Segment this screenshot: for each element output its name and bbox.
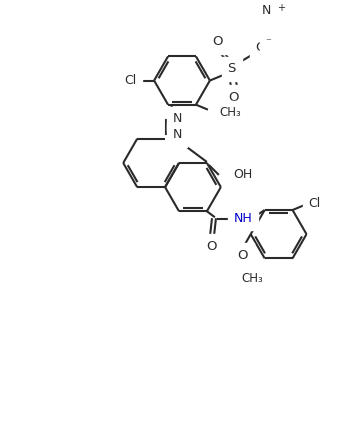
Text: N: N (172, 112, 182, 125)
Text: O: O (238, 248, 248, 262)
Text: CH₃: CH₃ (220, 106, 242, 119)
Text: ⁻: ⁻ (266, 38, 271, 48)
Text: N: N (172, 128, 182, 141)
Text: Cl: Cl (309, 197, 321, 210)
Text: O: O (213, 35, 223, 48)
Text: Cl: Cl (124, 74, 136, 87)
Text: +: + (276, 3, 285, 13)
Text: S: S (228, 62, 236, 75)
Text: O: O (207, 240, 217, 253)
Text: CH₃: CH₃ (242, 271, 264, 285)
Text: OH: OH (233, 168, 252, 181)
Text: NH: NH (233, 212, 252, 225)
Text: Na: Na (262, 4, 279, 17)
Text: O: O (229, 91, 239, 104)
Text: O: O (256, 41, 266, 54)
